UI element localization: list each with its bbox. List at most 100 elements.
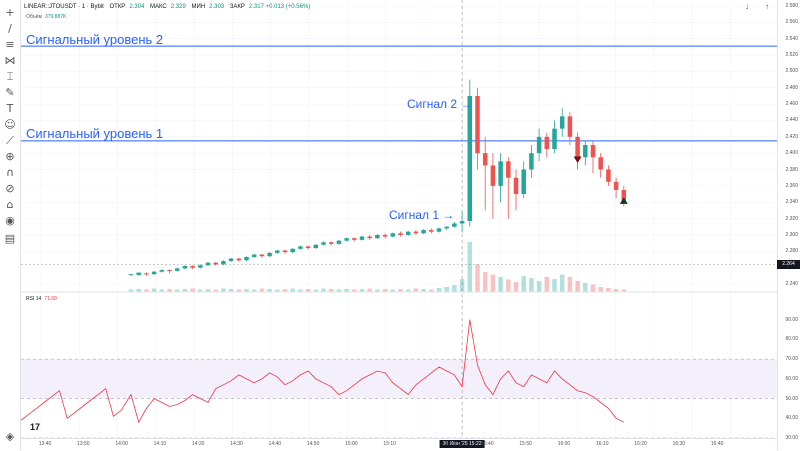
volume-bar bbox=[390, 289, 396, 292]
volume-bar bbox=[251, 289, 257, 292]
volume-bar bbox=[236, 289, 242, 292]
price-scale-label: 2.500 bbox=[785, 68, 798, 75]
price-scale-label: 2.420 bbox=[785, 133, 798, 140]
zoom-icon[interactable]: ⊕ bbox=[5, 150, 15, 163]
rsi-scale-label: 60.00 bbox=[785, 375, 798, 382]
volume-bar bbox=[198, 289, 203, 292]
price-scale[interactable]: 2.580 2.560 2.540 2.520 2.500 2.480 2.460 2.440… bbox=[777, 0, 800, 450]
volume-bar bbox=[567, 277, 573, 292]
volume-bar bbox=[436, 288, 442, 292]
volume-bar bbox=[328, 289, 334, 292]
sell-marker-icon bbox=[573, 156, 582, 163]
signal-2-label: Сигнал 2 → bbox=[407, 97, 473, 111]
candle-body bbox=[213, 262, 218, 265]
current-price-label: 2.264 bbox=[777, 259, 800, 269]
candle-body bbox=[136, 272, 141, 276]
crosshair-time-label: 30 Июн '25 15:22 bbox=[439, 440, 485, 448]
time-axis-label: 13:40 bbox=[38, 441, 52, 447]
candle-body bbox=[459, 221, 465, 224]
time-axis-label: 15:00 bbox=[345, 441, 358, 447]
price-scale-label: 2.300 bbox=[785, 231, 798, 238]
candle-body bbox=[328, 242, 334, 244]
price-scale-label: 2.560 bbox=[785, 19, 798, 26]
candle-body bbox=[475, 95, 480, 154]
eye-icon[interactable]: ◉ bbox=[5, 214, 15, 227]
candle-body bbox=[144, 273, 149, 275]
volume-label: Объём bbox=[26, 14, 42, 20]
candle-body bbox=[598, 157, 603, 170]
symbol-name[interactable]: LINEAR::JTOUSDT · 1 · Bybit bbox=[24, 4, 104, 10]
trash-icon[interactable]: ▤ bbox=[4, 232, 16, 245]
volume-legend[interactable]: Объём 379.887K bbox=[26, 14, 66, 20]
text-icon[interactable]: T bbox=[6, 102, 14, 115]
candle-body bbox=[436, 228, 442, 232]
candle-body bbox=[259, 254, 265, 257]
time-axis-label: 14:50 bbox=[306, 441, 320, 447]
candle-body bbox=[513, 177, 519, 195]
price-scale-label: 2.360 bbox=[785, 182, 798, 189]
volume-bar bbox=[482, 272, 488, 292]
time-axis-label: 16:00 bbox=[557, 441, 571, 447]
rsi-scale-label: 80.00 bbox=[785, 336, 798, 343]
candle-body bbox=[552, 128, 557, 150]
volume-bar bbox=[282, 289, 288, 292]
time-axis-label: 15:50 bbox=[519, 441, 532, 447]
time-axis[interactable]: 13:40 13:50 14:00 14:10 14:20 14:30 14:40 14:50… bbox=[21, 438, 777, 451]
ruler-icon[interactable]: ⟋ bbox=[6, 134, 14, 147]
candle-body bbox=[590, 145, 596, 158]
magnet-icon[interactable]: ∩ bbox=[5, 166, 15, 179]
volume-bar bbox=[128, 289, 134, 292]
candle-body bbox=[275, 250, 280, 253]
volume-bar bbox=[583, 283, 588, 292]
candle-body bbox=[236, 258, 242, 261]
lock-icon[interactable]: ⌂ bbox=[6, 198, 14, 211]
price-scale-label: 2.380 bbox=[785, 166, 798, 173]
volume-bar bbox=[336, 289, 342, 292]
rsi-legend[interactable]: RSI 14 71.60 bbox=[26, 296, 57, 302]
volume-bar bbox=[459, 279, 465, 292]
volume-bar bbox=[467, 242, 473, 292]
volume-bar bbox=[590, 284, 596, 292]
scroll-up-button[interactable]: ↑ bbox=[765, 2, 769, 11]
brush-icon[interactable]: ✎ bbox=[5, 86, 15, 99]
time-axis-label: 16:30 bbox=[672, 441, 686, 447]
price-scale-label: 2.580 bbox=[785, 3, 798, 9]
scroll-down-button[interactable]: ↓ bbox=[745, 2, 749, 11]
volume-bar bbox=[375, 289, 380, 292]
high-label: МАКС bbox=[150, 4, 167, 10]
candle-body bbox=[151, 271, 157, 275]
volume-bar bbox=[359, 289, 365, 292]
layers-icon[interactable]: ◈ bbox=[5, 430, 15, 443]
volume-bar bbox=[144, 289, 149, 292]
volume-bar bbox=[444, 287, 449, 292]
candle-body bbox=[429, 230, 434, 232]
candle-body bbox=[282, 250, 288, 253]
trend-line-icon[interactable]: / bbox=[8, 22, 12, 35]
pattern-icon[interactable]: ⋈ bbox=[4, 54, 16, 67]
volume-bar bbox=[452, 285, 457, 292]
volume-bar bbox=[613, 289, 619, 292]
time-axis-label: 15:40 bbox=[481, 441, 494, 447]
emoji-icon[interactable]: ☺ bbox=[4, 118, 16, 131]
candle-body bbox=[159, 270, 165, 272]
volume-bar bbox=[159, 289, 165, 292]
candle-body bbox=[444, 226, 449, 229]
fib-icon[interactable]: ≡ bbox=[5, 38, 15, 51]
rsi-scale-label: 40.00 bbox=[785, 415, 798, 422]
candle-body bbox=[467, 95, 473, 222]
price-scale-label: 2.520 bbox=[785, 52, 798, 59]
crosshair-icon[interactable]: + bbox=[5, 6, 15, 19]
price-scale-label: 2.440 bbox=[785, 117, 798, 124]
candle-body bbox=[251, 254, 257, 258]
volume-bar bbox=[305, 289, 311, 292]
volume-bar bbox=[275, 289, 280, 292]
close-value: 2.317 +0.013 (+0.56%) bbox=[248, 4, 311, 10]
low-label: МИН bbox=[191, 4, 206, 10]
candle-body bbox=[506, 161, 511, 178]
volume-bar bbox=[490, 274, 496, 292]
forecast-icon[interactable]: ⌶ bbox=[6, 70, 14, 83]
price-chart[interactable] bbox=[21, 0, 777, 450]
time-axis-label: 15:10 bbox=[383, 441, 396, 447]
lock-drawing-icon[interactable]: ⊘ bbox=[5, 182, 15, 195]
rsi-band bbox=[21, 359, 777, 399]
